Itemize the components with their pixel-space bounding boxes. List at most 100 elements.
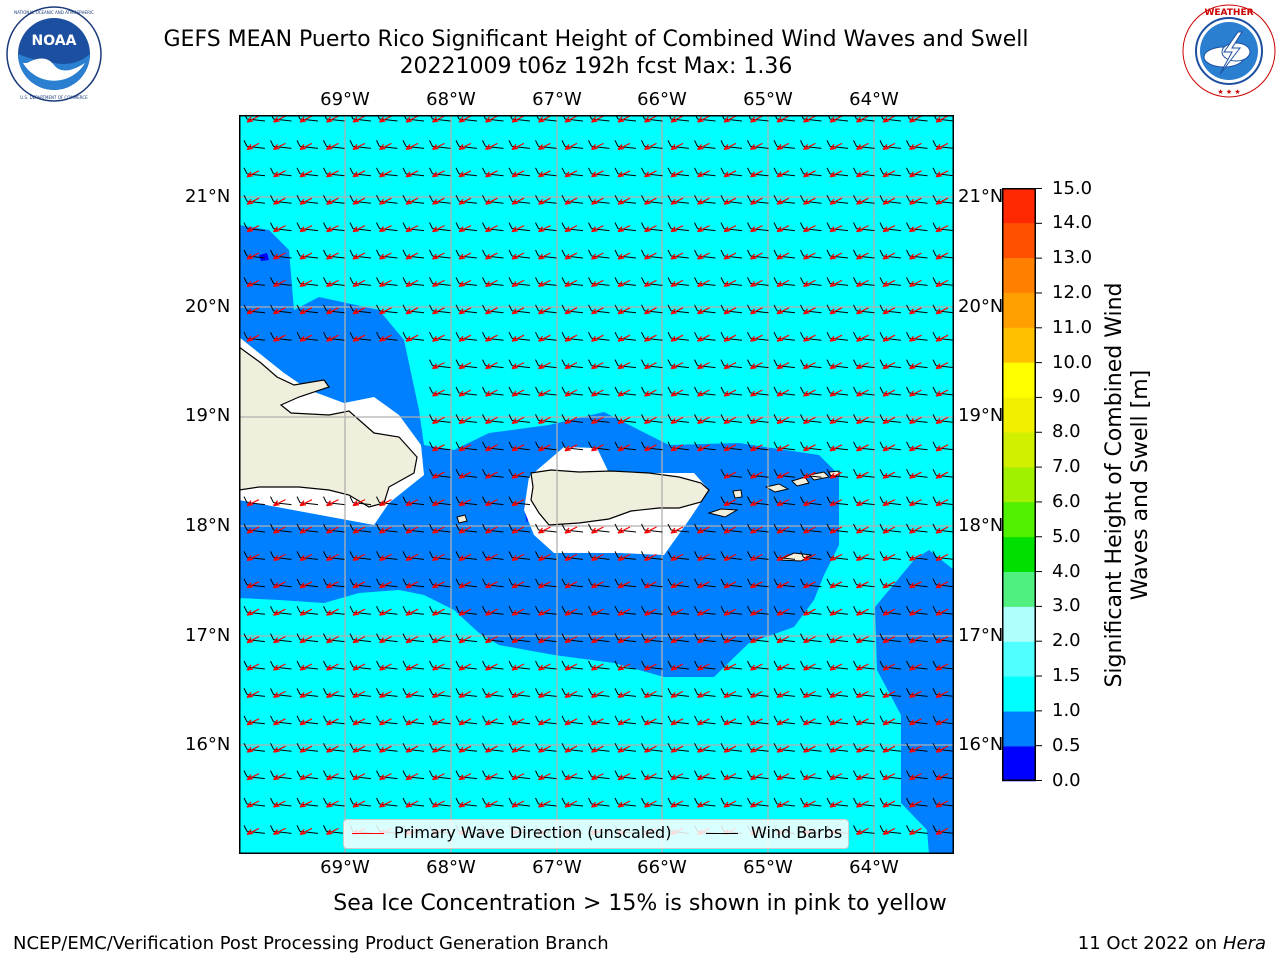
wave-arrow xyxy=(432,800,445,808)
wind-barb xyxy=(641,688,663,697)
colorbar-cell xyxy=(1002,571,1036,607)
wind-barb xyxy=(455,523,478,533)
sea-ice-note: Sea Ice Concentration > 15% is shown in … xyxy=(333,891,947,916)
wave-arrow xyxy=(405,526,419,534)
wave-arrow xyxy=(697,334,710,342)
wave-arrow xyxy=(458,279,472,287)
wind-barb xyxy=(243,249,266,259)
wave-arrow xyxy=(458,690,472,698)
wave-arrow xyxy=(511,197,525,205)
wind-barb xyxy=(482,633,504,643)
wave-arrow xyxy=(511,252,525,260)
wind-barb xyxy=(932,277,954,286)
wave-arrow xyxy=(326,827,339,835)
wind-barb xyxy=(588,222,610,232)
wave-arrow xyxy=(379,636,392,644)
wave-arrow xyxy=(670,690,684,698)
colorbar-cell xyxy=(1002,641,1036,677)
wind-barb xyxy=(641,578,663,588)
wind-barb xyxy=(667,304,690,314)
wave-arrow xyxy=(856,444,869,452)
wave-arrow xyxy=(803,499,816,507)
wave-arrow xyxy=(935,581,949,589)
wind-barb xyxy=(667,797,690,807)
wave-arrow xyxy=(776,142,790,150)
wave-arrow xyxy=(273,115,286,123)
wind-barb xyxy=(323,770,345,780)
wind-barb xyxy=(508,578,531,588)
wave-arrow xyxy=(432,225,445,233)
wind-barb xyxy=(535,551,557,560)
wind-barb xyxy=(720,359,743,369)
wind-barb xyxy=(482,688,504,697)
wave-arrow xyxy=(246,526,260,534)
wave-arrow xyxy=(803,526,816,534)
wave-arrow xyxy=(644,225,657,233)
wave-arrow xyxy=(564,773,578,781)
wind-barb xyxy=(879,140,902,149)
wave-arrow xyxy=(432,581,445,589)
wind-barb xyxy=(270,633,292,643)
wind-barb xyxy=(879,633,902,643)
wave-arrow xyxy=(432,416,445,424)
wave-arrow xyxy=(697,225,710,233)
wave-arrow xyxy=(750,279,763,287)
wind-barb xyxy=(667,277,690,286)
wind-barb xyxy=(747,414,769,423)
wind-barb xyxy=(932,222,954,232)
wind-barb xyxy=(853,140,875,149)
wave-arrow xyxy=(379,663,392,671)
wave-arrow xyxy=(246,197,260,205)
lat-label: 21°N xyxy=(185,186,231,207)
wind-barb xyxy=(402,770,425,780)
wind-barb xyxy=(906,414,928,423)
wind-barb xyxy=(561,304,584,314)
wave-arrow xyxy=(697,170,710,178)
lon-label: 68°W xyxy=(426,857,476,878)
wave-arrow xyxy=(273,499,286,507)
wind-barb xyxy=(667,222,690,232)
wave-arrow xyxy=(405,115,419,123)
wind-barb xyxy=(879,742,902,752)
wind-barb xyxy=(773,605,796,615)
wave-arrow xyxy=(803,334,816,342)
wind-barb xyxy=(853,277,875,286)
wind-barb xyxy=(694,386,716,396)
wave-arrow xyxy=(246,800,260,808)
wind-barb xyxy=(932,770,954,780)
wave-arrow xyxy=(564,581,578,589)
wind-barb xyxy=(853,660,875,670)
footer-date: 11 Oct 2022 on Hera xyxy=(1078,933,1266,954)
wave-arrow xyxy=(617,773,631,781)
wind-barb xyxy=(296,277,319,286)
wave-arrow xyxy=(750,608,763,616)
wind-barb xyxy=(508,660,531,670)
wave-arrow xyxy=(564,197,578,205)
wave-arrow xyxy=(935,252,949,260)
wave-arrow xyxy=(803,362,816,370)
wind-barb xyxy=(773,331,796,341)
nws-logo: WEATHER ★ ★ ★ xyxy=(1182,4,1276,98)
wind-barb xyxy=(243,578,266,588)
wind-barb xyxy=(323,331,345,341)
wave-arrow xyxy=(776,773,790,781)
wind-barb xyxy=(694,331,716,341)
wave-arrow xyxy=(538,663,551,671)
wind-barb xyxy=(270,496,292,506)
wind-barb xyxy=(349,222,372,232)
wind-barb xyxy=(826,359,849,369)
colorbar-tick-label: 12.0 xyxy=(1052,281,1093,303)
wave-arrow xyxy=(511,800,525,808)
wave-arrow xyxy=(856,773,869,781)
wind-barb xyxy=(773,742,796,752)
wind-barb xyxy=(296,140,319,149)
wave-arrow xyxy=(246,745,260,753)
wind-barb xyxy=(588,194,610,204)
wave-arrow xyxy=(564,307,578,315)
wave-arrow xyxy=(299,334,313,342)
wind-barb xyxy=(932,633,954,643)
wave-arrow xyxy=(299,553,313,561)
wind-barb xyxy=(826,578,849,588)
wave-arrow xyxy=(379,581,392,589)
wave-arrow xyxy=(246,581,260,589)
